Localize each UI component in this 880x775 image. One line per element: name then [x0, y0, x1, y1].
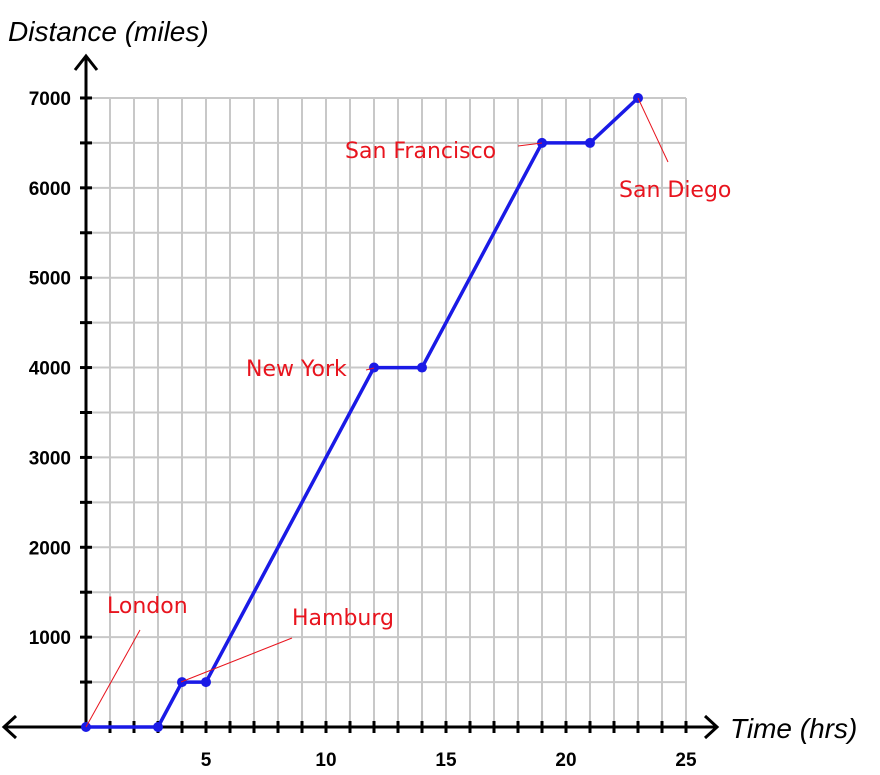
y-tick-label: 7000: [29, 89, 71, 110]
y-tick-label: 6000: [29, 179, 71, 200]
leader-new-york: [365, 367, 375, 371]
data-point: [633, 92, 643, 103]
leader-san-francisco: [517, 142, 543, 147]
data-point: [369, 362, 379, 373]
x-axis-title: Time (hrs): [730, 713, 857, 744]
ticks: 5 10 15 20 25 1000 2000 3000 4000 5000 6000 7000: [29, 89, 697, 771]
annotation-new-york: New York: [246, 357, 347, 382]
x-axis-arrow-left: [1, 714, 18, 740]
x-tick-label: 5: [201, 750, 212, 771]
y-tick-label: 5000: [29, 269, 71, 290]
data-point: [417, 362, 427, 373]
y-axis-arrow-top: [73, 53, 99, 71]
leader-san-diego: [637, 97, 669, 163]
data-point: [201, 677, 211, 688]
annotations: London Hamburg New York San Francisco Sa…: [85, 97, 731, 728]
y-tick-label: 1000: [29, 628, 71, 649]
data-point: [153, 722, 163, 732]
x-tick-label: 25: [675, 750, 697, 771]
data-point: [537, 137, 547, 148]
leader-hamburg: [180, 637, 293, 683]
y-tick-label: 4000: [29, 359, 71, 380]
leader-london: [85, 629, 141, 728]
x-tick-label: 20: [555, 750, 576, 771]
x-axis-arrow-right: [703, 714, 720, 740]
x-tick-label: 15: [435, 750, 457, 771]
annotation-san-diego: San Diego: [619, 178, 731, 203]
annotation-london: London: [107, 594, 188, 619]
y-axis-title: Distance (miles): [8, 16, 209, 47]
annotation-hamburg: Hamburg: [292, 606, 394, 631]
annotation-san-francisco: San Francisco: [345, 139, 496, 164]
grid: [86, 96, 687, 727]
y-tick-label: 2000: [29, 538, 71, 559]
x-tick-label: 10: [315, 750, 336, 771]
data-point: [585, 137, 595, 148]
y-tick-label: 3000: [29, 448, 71, 469]
